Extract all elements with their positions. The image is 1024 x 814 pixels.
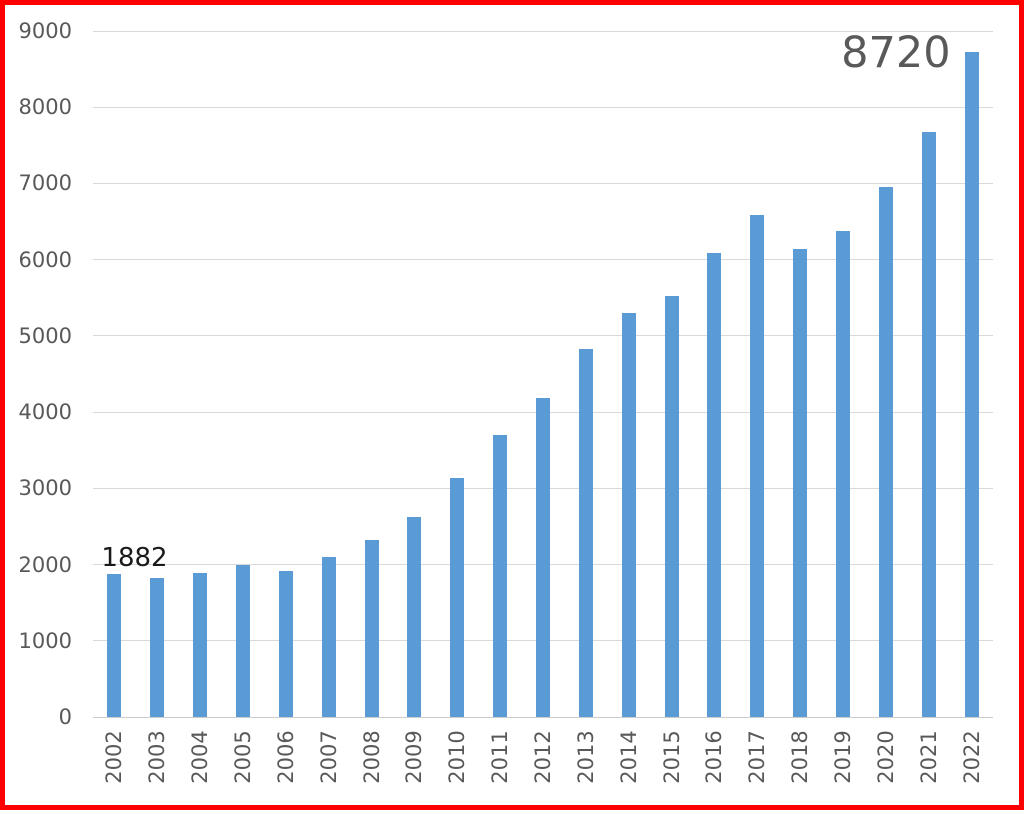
- y-axis-tick-label: 5000: [18, 323, 72, 348]
- x-axis-tick-label: 2015: [659, 730, 684, 784]
- data-label: 8720: [841, 28, 951, 79]
- bar: [578, 348, 593, 717]
- x-axis-tick-label: 2002: [102, 730, 127, 784]
- bar: [364, 540, 379, 717]
- gridline: [93, 182, 993, 184]
- y-axis-tick-label: 1000: [18, 628, 72, 653]
- bar: [921, 131, 936, 717]
- x-axis-tick-label: 2022: [959, 730, 984, 784]
- x-axis-tick-label: 2009: [402, 730, 427, 784]
- y-axis-tick-label: 9000: [18, 19, 72, 43]
- x-axis-tick-label: 2013: [573, 730, 598, 784]
- x-axis-tick-label: 2005: [231, 730, 255, 784]
- bar: [493, 434, 508, 717]
- x-axis-tick-label: 2019: [831, 730, 855, 784]
- bar: [450, 477, 465, 717]
- x-axis-tick-label: 2004: [188, 730, 213, 784]
- x-axis-tick-label: 2008: [359, 730, 384, 784]
- bar: [407, 516, 422, 717]
- y-axis-tick-label: 6000: [18, 247, 72, 272]
- gridline: [93, 335, 993, 337]
- bar: [621, 313, 636, 717]
- x-axis-tick-label: 2012: [531, 730, 555, 784]
- x-axis-tick-label: 2017: [745, 730, 770, 784]
- x-axis-tick-label: 2018: [788, 730, 813, 784]
- bar: [107, 573, 122, 717]
- x-axis-tick-label: 2020: [873, 730, 898, 784]
- gridline: [93, 259, 993, 261]
- bar: [193, 572, 208, 717]
- bar: [750, 215, 765, 717]
- x-axis-tick-label: 2021: [916, 730, 941, 784]
- x-axis-line: [93, 716, 993, 718]
- bar: [236, 565, 250, 717]
- bar: [878, 187, 893, 717]
- bar: [707, 252, 722, 717]
- y-axis-tick-label: 8000: [18, 95, 72, 120]
- bar: [664, 296, 679, 717]
- x-axis-tick-label: 2016: [702, 730, 727, 784]
- bar: [536, 397, 550, 717]
- y-axis-tick-label: 2000: [18, 552, 72, 577]
- x-axis-tick-label: 2011: [488, 730, 513, 784]
- gridline: [93, 106, 993, 108]
- gridline: [93, 30, 993, 32]
- bar: [321, 556, 336, 717]
- bar: [278, 571, 293, 717]
- y-axis-tick-label: 0: [58, 705, 72, 729]
- x-axis-tick-label: 2010: [445, 730, 470, 784]
- y-axis-tick-label: 7000: [18, 171, 72, 196]
- x-axis-tick-label: 2014: [616, 730, 641, 784]
- bar: [150, 578, 165, 717]
- bar: [836, 230, 850, 717]
- data-label: 1882: [101, 542, 168, 573]
- y-axis-tick-label: 3000: [18, 476, 72, 501]
- bar: [793, 248, 808, 717]
- x-axis-tick-label: 2006: [273, 730, 298, 784]
- bar: [964, 52, 979, 717]
- x-axis-tick-label: 2003: [145, 730, 170, 784]
- y-axis-tick-label: 4000: [18, 400, 72, 425]
- x-axis-tick-label: 2007: [316, 730, 341, 784]
